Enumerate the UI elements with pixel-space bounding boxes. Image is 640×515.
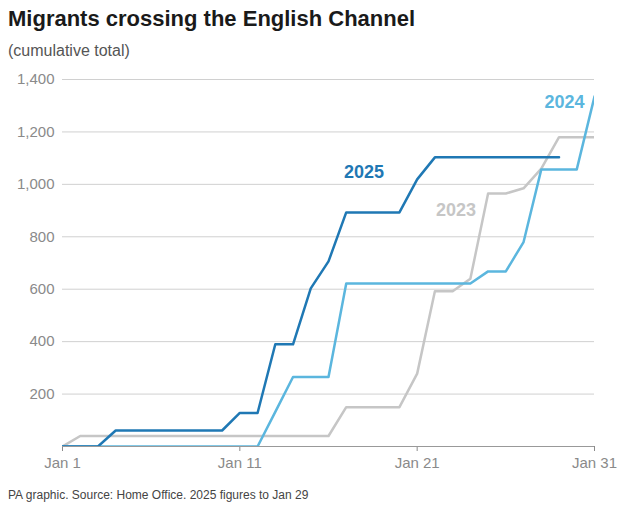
svg-text:1,200: 1,200 xyxy=(17,123,55,140)
svg-text:800: 800 xyxy=(29,228,54,245)
svg-text:1,000: 1,000 xyxy=(17,175,55,192)
svg-text:2024: 2024 xyxy=(544,92,584,112)
svg-text:Jan 31: Jan 31 xyxy=(572,454,617,471)
svg-text:400: 400 xyxy=(29,332,54,349)
svg-text:1,400: 1,400 xyxy=(17,70,55,87)
svg-text:200: 200 xyxy=(29,385,54,402)
html-text:PA graphic. Source: Home Offic: PA graphic. Source: Home Office. 2025 fi… xyxy=(8,488,309,502)
svg-text:2023: 2023 xyxy=(436,200,476,220)
svg-text:600: 600 xyxy=(29,280,54,297)
html-text:Migrants crossing the English: Migrants crossing the English Channel xyxy=(8,6,416,31)
svg-text:Jan 1: Jan 1 xyxy=(44,454,81,471)
html-text:(cumulative total): (cumulative total) xyxy=(8,42,130,59)
svg-text:Jan 21: Jan 21 xyxy=(395,454,440,471)
svg-text:2025: 2025 xyxy=(344,162,384,182)
svg-text:Jan 11: Jan 11 xyxy=(218,454,262,471)
